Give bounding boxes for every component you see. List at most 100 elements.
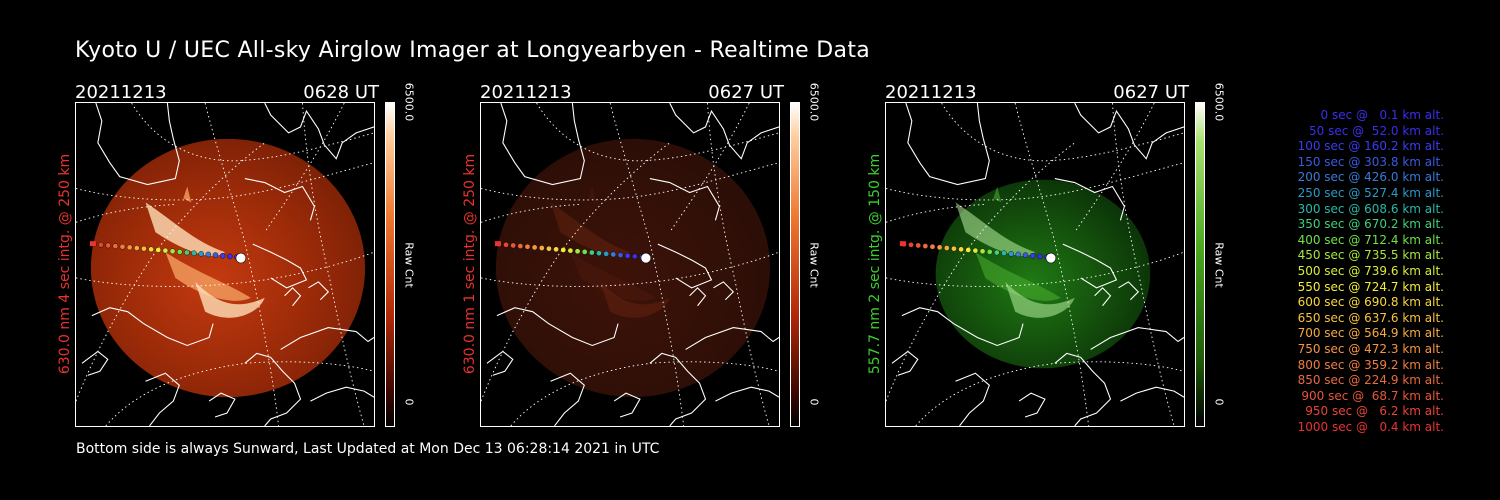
- trajectory-point: [1022, 252, 1029, 258]
- legend-item: 350 sec @ 670.2 km alt.: [1297, 217, 1444, 232]
- trajectory-point: [560, 247, 567, 253]
- legend-item: 550 sec @ 724.7 km alt.: [1297, 279, 1444, 294]
- all-sky-image: [480, 102, 780, 427]
- trajectory-point: [979, 248, 986, 255]
- trajectory-point: [524, 243, 531, 250]
- colorbar-unit-label: Raw Cnt: [807, 242, 821, 288]
- trajectory-point: [936, 244, 943, 251]
- legend-item: 450 sec @ 735.5 km alt.: [1297, 248, 1444, 263]
- imager-panel-1: 20211213 0628 UT 630.0 nm 4 sec intg. @ 25…: [45, 80, 465, 430]
- panel-time: 0628 UT: [303, 82, 379, 103]
- colorbar-min-label: 0: [402, 398, 416, 406]
- trajectory-point: [574, 248, 581, 255]
- trajectory-point: [951, 245, 957, 252]
- trajectory-point: [162, 247, 169, 254]
- legend-item: 150 sec @ 303.8 km alt.: [1297, 154, 1444, 169]
- colorbar-min-label: 0: [807, 398, 821, 406]
- trajectory-point: [908, 242, 914, 248]
- all-sky-image: [75, 102, 375, 427]
- imager-panel-3: 20211213 0627 UT 557.7 nm 2 sec intg. @ 15…: [855, 80, 1275, 430]
- page-title: Kyoto U / UEC All-sky Airglow Imager at …: [75, 38, 871, 63]
- legend-item: 500 sec @ 739.6 km alt.: [1297, 264, 1444, 278]
- panel-wavelength-label: 557.7 nm 2 sec intg. @ 150 km: [867, 153, 883, 375]
- trajectory-point: [958, 246, 964, 253]
- all-sky-image: [885, 102, 1185, 427]
- trajectory-point: [141, 245, 147, 252]
- trajectory-point: [226, 253, 233, 260]
- trajectory-point: [972, 247, 979, 254]
- legend-item: 650 sec @ 637.6 km alt.: [1297, 310, 1444, 325]
- panel-date: 20211213: [480, 82, 572, 103]
- trajectory-point: [148, 246, 154, 253]
- colorbar-max-label: 6500.0: [1212, 82, 1226, 122]
- trajectory-point: [176, 249, 183, 255]
- trajectory-point: [1015, 251, 1022, 258]
- legend-item: 50 sec @ 52.0 km alt.: [1309, 123, 1444, 138]
- trajectory-point: [922, 243, 929, 249]
- legend-item: 250 sec @ 527.4 km alt.: [1297, 186, 1444, 200]
- trajectory-point: [205, 251, 212, 258]
- trajectory-point: [624, 252, 631, 259]
- trajectory-point: [98, 242, 104, 248]
- panel-wavelength-label: 630.0 nm 1 sec intg. @ 250 km: [462, 153, 478, 375]
- trajectory-point: [1029, 252, 1036, 259]
- color-bar: [1195, 102, 1205, 427]
- colorbar-max-label: 6500.0: [402, 82, 416, 122]
- legend-item: 600 sec @ 690.8 km alt.: [1297, 295, 1444, 310]
- trajectory-point: [112, 243, 119, 249]
- trajectory-point: [191, 250, 197, 256]
- trajectory-point: [581, 249, 588, 255]
- color-bar: [790, 102, 800, 427]
- legend-item: 900 sec @ 68.7 km alt.: [1301, 388, 1444, 403]
- legend-item: 1000 sec @ 0.4 km alt.: [1297, 420, 1444, 434]
- legend-item: 100 sec @ 160.2 km alt.: [1297, 139, 1444, 154]
- trajectory-point: [965, 247, 972, 253]
- trajectory-point: [986, 249, 993, 255]
- trajectory-point: [510, 242, 516, 249]
- legend-item: 850 sec @ 224.9 km alt.: [1297, 373, 1444, 388]
- trajectory-point: [994, 249, 1000, 256]
- trajectory-point: [546, 245, 552, 252]
- trajectory-point: [631, 253, 638, 260]
- colorbar-unit-label: Raw Cnt: [1212, 242, 1226, 288]
- trajectory-point: [589, 249, 595, 256]
- legend-item: 700 sec @ 564.9 km alt.: [1297, 326, 1444, 341]
- colorbar-min-label: 0: [1212, 398, 1226, 406]
- trajectory-point: [503, 242, 509, 248]
- color-bar: [385, 102, 395, 427]
- trajectory-point: [617, 252, 624, 258]
- trajectory-point: [212, 252, 219, 258]
- legend-item: 400 sec @ 712.4 km alt.: [1297, 232, 1444, 247]
- trajectory-point: [134, 245, 140, 251]
- trajectory-point: [596, 250, 602, 256]
- trajectory-point: [155, 247, 162, 253]
- trajectory-point: [915, 242, 921, 249]
- trajectory-point: [119, 243, 126, 250]
- trajectory-point: [105, 242, 111, 249]
- trajectory-point: [603, 251, 609, 257]
- trajectory-point: [567, 247, 574, 254]
- panel-wavelength-label: 630.0 nm 4 sec intg. @ 250 km: [57, 153, 73, 375]
- legend-item: 750 sec @ 472.3 km alt.: [1297, 342, 1444, 356]
- trajectory-point: [929, 243, 936, 250]
- trajectory-point: [517, 243, 524, 249]
- panel-time: 0627 UT: [1113, 82, 1189, 103]
- trajectory-point: [198, 251, 204, 257]
- trajectory-point: [553, 246, 559, 253]
- trajectory-point: [1036, 253, 1043, 260]
- colorbar-unit-label: Raw Cnt: [402, 242, 416, 288]
- imager-panel-2: 20211213 0627 UT 630.0 nm 1 sec intg. @ 25…: [450, 80, 870, 430]
- trajectory-point: [169, 248, 176, 255]
- trajectory-point: [539, 245, 545, 251]
- panel-date: 20211213: [75, 82, 167, 103]
- trajectory-point: [1001, 250, 1007, 256]
- panel-time: 0627 UT: [708, 82, 784, 103]
- trajectory-point: [531, 244, 538, 251]
- footer-note: Bottom side is always Sunward, Last Upda…: [76, 441, 660, 457]
- trajectory-point: [610, 251, 617, 258]
- trajectory-point: [944, 245, 950, 251]
- trajectory-point: [219, 252, 226, 259]
- colorbar-max-label: 6500.0: [807, 82, 821, 122]
- legend-item: 0 sec @ 0.1 km alt.: [1320, 108, 1445, 122]
- legend-item: 300 sec @ 608.6 km alt.: [1297, 201, 1444, 216]
